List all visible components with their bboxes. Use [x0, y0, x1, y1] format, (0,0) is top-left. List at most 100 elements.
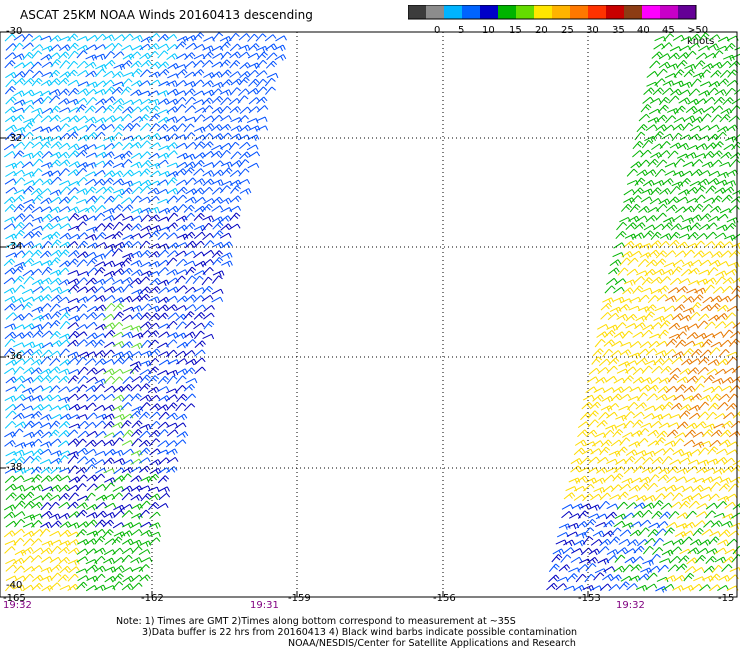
wind-barb	[717, 78, 729, 87]
wind-barb	[633, 276, 645, 284]
wind-barb	[14, 442, 27, 449]
wind-barb	[104, 448, 117, 456]
wind-barb	[642, 179, 655, 187]
wind-barb	[131, 312, 143, 320]
wind-barb	[722, 97, 734, 106]
wind-barb	[582, 536, 594, 545]
wind-barb	[239, 62, 251, 70]
wind-barb	[697, 547, 709, 555]
wind-barb	[104, 302, 116, 312]
wind-barb	[729, 294, 740, 302]
wind-barb	[85, 88, 98, 97]
wind-barb	[48, 375, 61, 384]
wind-barb	[102, 34, 115, 41]
wind-barb	[638, 159, 650, 168]
wind-barb	[683, 249, 695, 258]
wind-barb	[700, 349, 712, 358]
wind-barb	[711, 251, 723, 258]
wind-barb	[31, 225, 44, 232]
wind-barb	[694, 60, 706, 69]
wind-barb	[102, 177, 114, 186]
wind-barb	[620, 203, 632, 212]
wind-barb	[13, 528, 25, 536]
wind-barb	[184, 88, 196, 96]
wind-barb	[58, 484, 71, 493]
wind-barb	[23, 491, 35, 500]
wind-barb	[40, 521, 52, 529]
wind-barb	[5, 241, 18, 249]
wind-barb	[237, 95, 249, 104]
wind-barb	[212, 52, 224, 59]
wind-barb	[202, 285, 214, 295]
wind-barb	[614, 278, 627, 286]
wind-barb	[75, 568, 88, 574]
wind-barb	[597, 323, 609, 330]
wind-barb	[166, 269, 179, 276]
wind-barb	[121, 485, 133, 493]
wind-barb	[75, 483, 87, 492]
wind-barb	[606, 503, 619, 510]
wind-barb	[175, 385, 187, 394]
wind-barb	[129, 141, 142, 149]
wind-barb	[130, 250, 143, 258]
wind-barb	[652, 87, 664, 96]
wind-barb	[698, 170, 711, 177]
colorbar-label-50: >50 knots	[687, 25, 715, 47]
wind-barb	[139, 383, 151, 392]
wind-barb	[643, 230, 655, 239]
wind-barb	[651, 414, 664, 421]
wind-barb	[681, 536, 693, 545]
wind-barb	[76, 447, 88, 455]
wind-barb	[94, 160, 106, 167]
wind-barb	[575, 573, 587, 583]
wind-barb	[175, 115, 188, 123]
wind-barb	[635, 402, 647, 410]
wind-barb	[634, 322, 646, 330]
wind-barb	[149, 225, 162, 232]
wind-barb	[686, 186, 699, 194]
wind-barb	[679, 404, 692, 411]
wind-barb	[22, 51, 34, 61]
wind-barb	[674, 531, 687, 538]
wind-barb	[733, 133, 740, 141]
wind-barb	[58, 556, 70, 565]
wind-barb	[112, 71, 124, 79]
wind-barb	[104, 86, 116, 95]
wind-barb	[711, 105, 724, 114]
wind-barb	[221, 79, 233, 87]
wind-barb	[48, 501, 60, 511]
wind-barb	[4, 331, 17, 340]
wind-barb	[39, 188, 52, 196]
wind-barb	[640, 196, 653, 203]
wind-barb	[174, 275, 186, 284]
wind-barb	[643, 545, 654, 555]
wind-barb	[706, 411, 718, 421]
wind-barb	[705, 231, 717, 240]
wind-barb	[616, 368, 629, 374]
wind-barb	[576, 475, 589, 483]
wind-barb	[138, 549, 151, 556]
wind-barb	[659, 188, 671, 195]
wind-barb	[130, 305, 143, 312]
wind-barb	[157, 429, 169, 438]
wind-barb	[604, 285, 616, 294]
wind-barb	[139, 500, 151, 509]
wind-barb	[627, 401, 639, 410]
wind-barb	[185, 42, 198, 50]
lat-lon-grid	[0, 32, 737, 597]
wind-barb	[650, 152, 662, 159]
wind-barb	[617, 267, 629, 276]
wind-barb	[585, 429, 598, 437]
wind-barb	[175, 123, 187, 132]
wind-barb	[238, 178, 251, 185]
wind-barb	[711, 150, 723, 158]
colorbar-swatch	[498, 5, 517, 19]
wind-barb	[211, 144, 223, 151]
wind-barb	[68, 233, 81, 240]
wind-barb	[652, 179, 665, 187]
wind-barb	[94, 450, 107, 457]
wind-barb	[202, 105, 214, 114]
wind-barb	[41, 330, 53, 338]
wind-barb	[112, 297, 125, 304]
wind-barb	[647, 295, 659, 304]
